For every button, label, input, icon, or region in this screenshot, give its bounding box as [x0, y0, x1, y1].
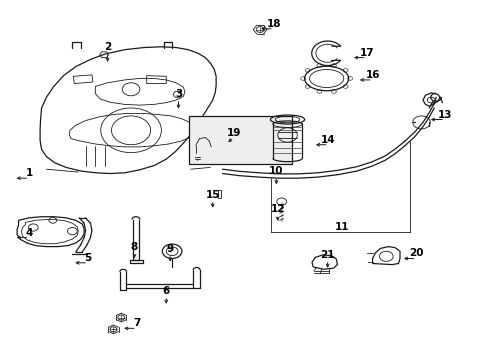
- Text: 17: 17: [359, 48, 373, 58]
- Text: 12: 12: [270, 204, 285, 214]
- Text: 10: 10: [268, 166, 283, 176]
- Text: 20: 20: [408, 248, 423, 258]
- Text: 6: 6: [163, 286, 169, 296]
- Text: 16: 16: [365, 70, 379, 80]
- Text: 8: 8: [131, 242, 138, 252]
- FancyBboxPatch shape: [189, 116, 292, 164]
- Text: 1: 1: [26, 168, 33, 178]
- Text: 11: 11: [334, 222, 349, 232]
- Text: 13: 13: [437, 109, 451, 120]
- Text: 5: 5: [84, 253, 91, 263]
- Text: 21: 21: [320, 250, 334, 260]
- Text: 7: 7: [133, 318, 141, 328]
- Text: 3: 3: [175, 89, 182, 99]
- Text: 9: 9: [166, 244, 173, 254]
- Text: 15: 15: [205, 190, 220, 200]
- Text: 2: 2: [104, 42, 111, 52]
- Text: 4: 4: [25, 228, 33, 238]
- Text: 18: 18: [266, 19, 281, 29]
- Text: 14: 14: [321, 135, 335, 145]
- Text: 19: 19: [226, 127, 241, 138]
